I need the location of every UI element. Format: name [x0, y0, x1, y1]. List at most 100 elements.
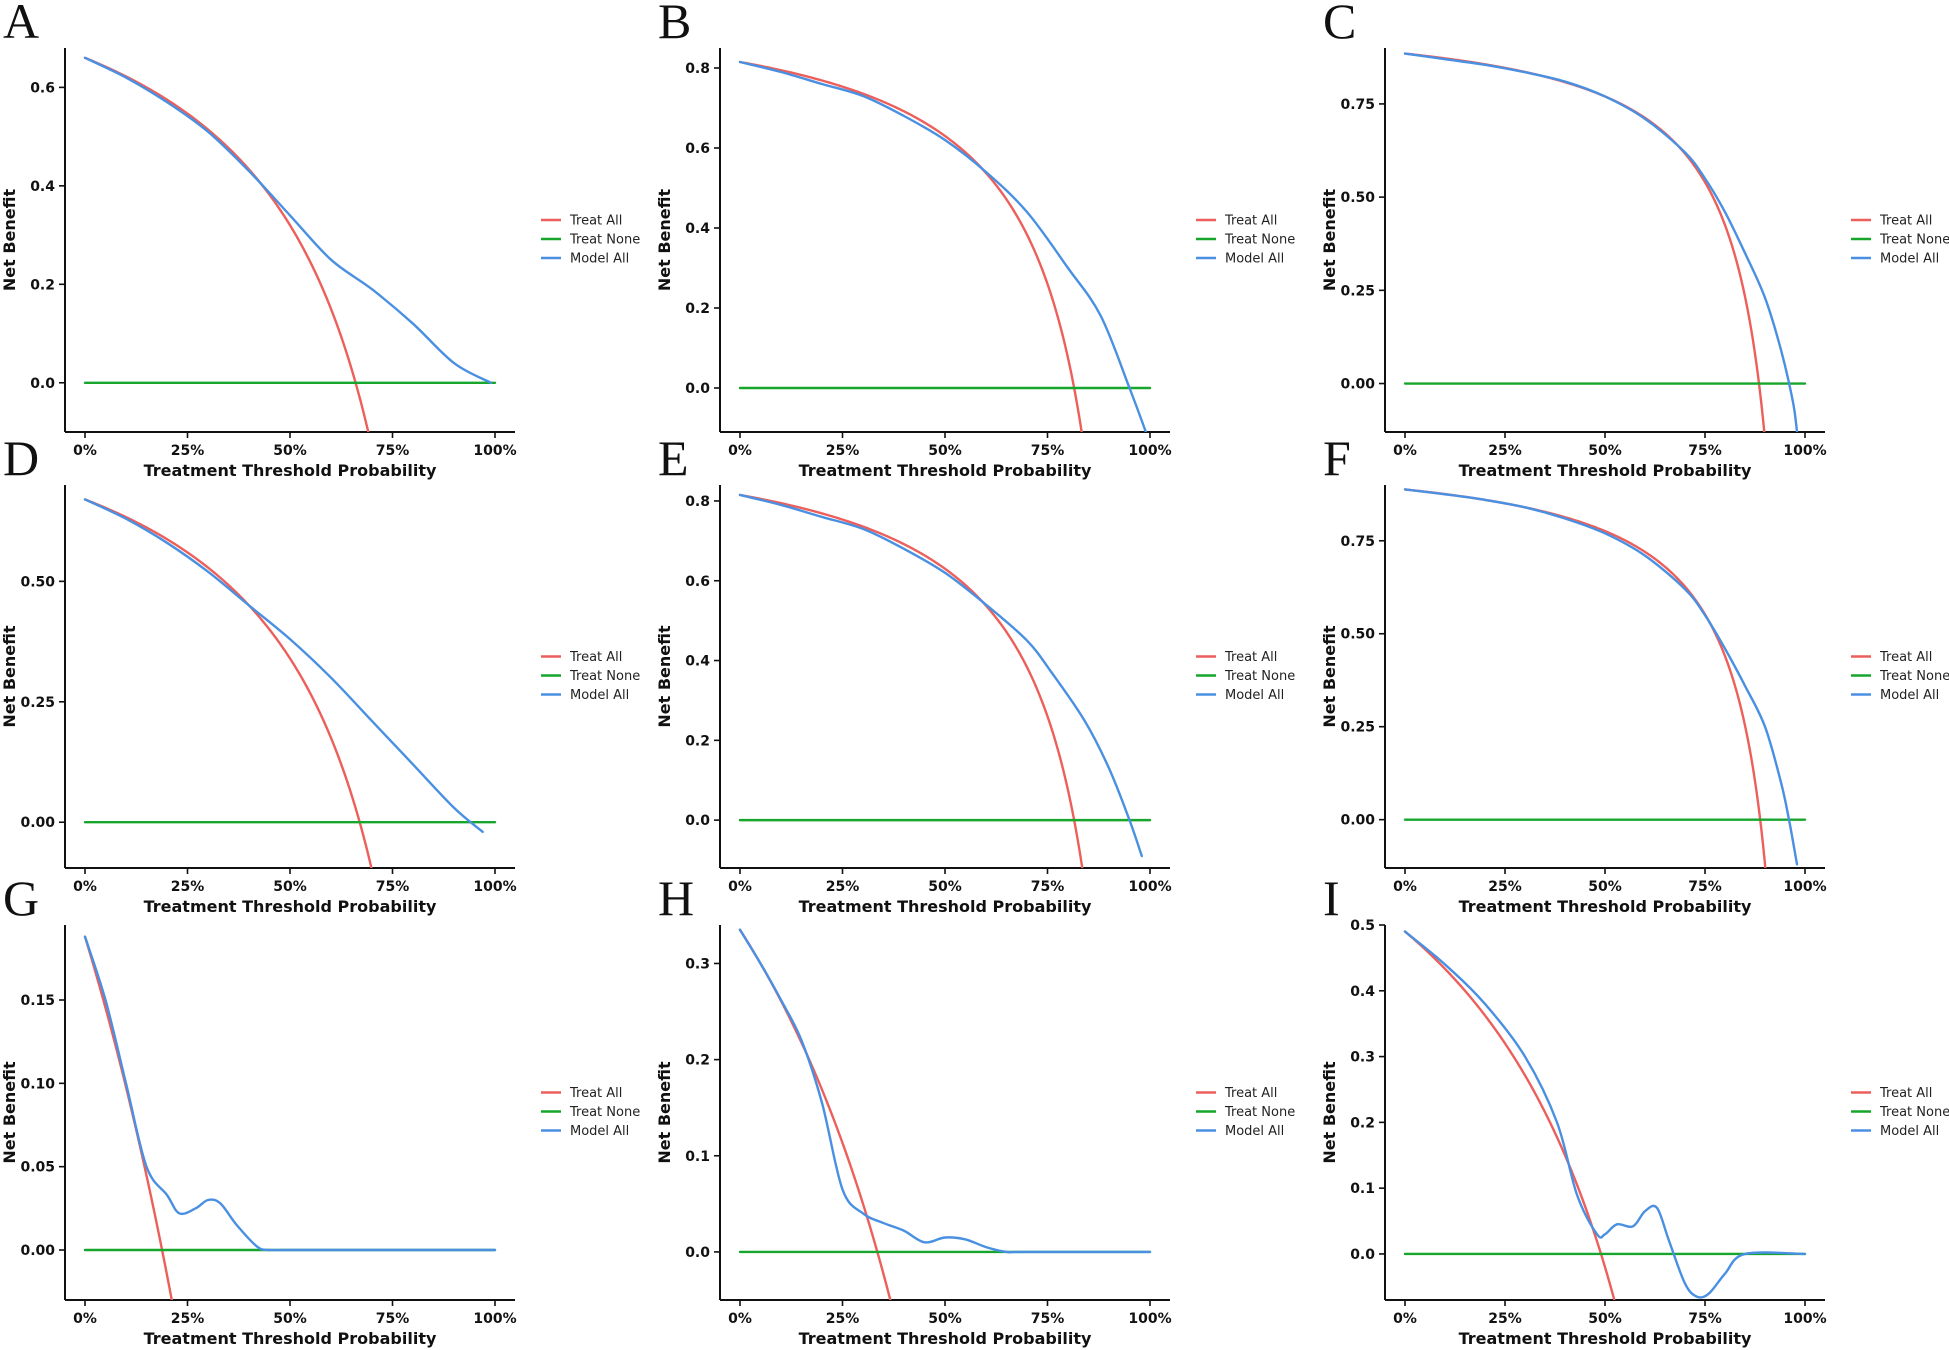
legend: Treat All Treat None Model All [1851, 650, 1949, 703]
y-tick-label: 0.4 [1350, 984, 1375, 1000]
x-axis-title: Treatment Threshold Probability [1459, 1329, 1752, 1348]
x-tick-label: 25% [826, 879, 860, 895]
y-tick-label: 0.25 [20, 695, 55, 711]
legend: Treat All Treat None Model All [1196, 650, 1295, 703]
treat-all-line [738, 928, 892, 1300]
y-tick-label: 0.8 [685, 494, 710, 510]
y-tick-label: 0.3 [1350, 1050, 1375, 1066]
y-tick-label: 0.25 [1340, 283, 1375, 299]
legend-label: Model All [1225, 252, 1284, 267]
panel-letter: G [3, 870, 39, 926]
panel-letter: I [1323, 870, 1340, 926]
y-tick-label: 0.2 [685, 301, 710, 317]
x-tick-label: 100% [1783, 879, 1826, 895]
panel-e: E 0% 25% 50% 75% 100% 0.0 0.2 0.4 0.6 0.8 Treatment… [655, 430, 1295, 916]
legend-label: Treat All [1224, 1086, 1277, 1101]
x-tick-label: 50% [928, 1311, 962, 1327]
model-all-line [738, 928, 1152, 1254]
y-tick-label: 0.0 [685, 1245, 710, 1261]
y-axis-title: Net Benefit [655, 625, 674, 728]
y-tick-label: 0.6 [685, 574, 710, 590]
y-tick-label: 0.00 [1340, 377, 1375, 393]
y-tick-label: 0.05 [20, 1160, 55, 1176]
treat-all-line [1403, 52, 1766, 432]
x-tick-label: 0% [1393, 1311, 1417, 1327]
model-all-line [1403, 52, 1799, 432]
panel-b: B 0% 25% 50% 75% 100% 0.0 0.2 0.4 0.6 0.8 Treatment… [655, 0, 1295, 480]
y-tick-label: 0.6 [30, 80, 55, 96]
legend-label: Model All [1880, 688, 1939, 703]
x-axis-title: Treatment Threshold Probability [144, 1329, 437, 1348]
model-all-line [83, 56, 493, 384]
y-tick-label: 0.50 [20, 574, 55, 590]
x-tick-label: 25% [826, 443, 860, 459]
x-tick-label: 100% [473, 443, 516, 459]
panel-i: I 0% 25% 50% 75% 100% 0.0 0.1 0.2 0.3 0.4 0.5 Treatm… [1320, 870, 1949, 1348]
panel-letter: D [3, 430, 39, 486]
x-axis-title: Treatment Threshold Probability [799, 461, 1092, 480]
treat-all-line [738, 60, 1083, 432]
x-tick-label: 75% [376, 879, 410, 895]
y-tick-label: 0.4 [685, 221, 710, 237]
x-tick-label: 75% [1031, 443, 1065, 459]
treat-all-line [83, 498, 373, 868]
x-tick-label: 50% [273, 879, 307, 895]
legend-label: Treat All [1879, 650, 1932, 665]
y-axis-title: Net Benefit [0, 189, 19, 292]
x-tick-label: 50% [928, 443, 962, 459]
treat-all-line [83, 935, 173, 1300]
y-tick-label: 0.4 [30, 179, 55, 195]
x-tick-label: 25% [171, 443, 205, 459]
y-tick-label: 0.00 [20, 1243, 55, 1259]
legend: Treat All Treat None Model All [1196, 214, 1295, 267]
y-tick-label: 0.2 [685, 733, 710, 749]
y-tick-label: 0.8 [685, 61, 710, 77]
model-all-line [738, 493, 1143, 858]
treat-all-line [1403, 930, 1616, 1300]
legend: Treat All Treat None Model All [541, 650, 640, 703]
x-tick-label: 0% [73, 443, 97, 459]
x-tick-label: 25% [1488, 443, 1522, 459]
x-tick-label: 0% [1393, 879, 1417, 895]
model-all-line [83, 935, 497, 1252]
x-tick-label: 0% [728, 443, 752, 459]
panel-a: A 0% 25% 50% 75% 100% 0.0 0.2 0.4 0.6 Treatment Th… [0, 0, 640, 480]
legend-label: Model All [1225, 688, 1284, 703]
panel-c: C 0% 25% 50% 75% 100% 0.00 0.25 0.50 0.75 Treatmen… [1320, 0, 1949, 480]
panel-letter: A [3, 0, 39, 49]
y-tick-label: 0.50 [1340, 190, 1375, 206]
legend-label: Treat All [569, 650, 622, 665]
x-tick-label: 50% [928, 879, 962, 895]
panel-g: G 0% 25% 50% 75% 100% 0.00 0.05 0.10 0.15 Treatmen… [0, 870, 640, 1348]
y-axis-title: Net Benefit [0, 625, 19, 728]
y-axis-title: Net Benefit [0, 1061, 19, 1164]
x-tick-label: 75% [1031, 879, 1065, 895]
legend: Treat All Treat None Model All [1851, 1086, 1949, 1139]
legend-label: Treat All [569, 1086, 622, 1101]
x-tick-label: 0% [1393, 443, 1417, 459]
x-tick-label: 75% [1688, 879, 1722, 895]
x-axis-title: Treatment Threshold Probability [144, 461, 437, 480]
y-tick-label: 0.3 [685, 956, 710, 972]
x-tick-label: 25% [171, 1311, 205, 1327]
x-tick-label: 100% [1783, 443, 1826, 459]
legend-label: Treat All [569, 214, 622, 229]
legend: Treat All Treat None Model All [541, 1086, 640, 1139]
panel-letter: H [658, 870, 694, 926]
y-tick-label: 0.25 [1340, 720, 1375, 736]
x-axis-title: Treatment Threshold Probability [144, 897, 437, 916]
legend-label: Model All [1880, 252, 1939, 267]
panel-h: H 0% 25% 50% 75% 100% 0.0 0.1 0.2 0.3 Treatment Th… [655, 870, 1295, 1348]
x-tick-label: 0% [73, 879, 97, 895]
x-tick-label: 75% [376, 1311, 410, 1327]
y-tick-label: 0.2 [30, 277, 55, 293]
y-tick-label: 0.00 [1340, 813, 1375, 829]
legend-label: Treat All [1224, 650, 1277, 665]
legend-label: Treat None [1224, 1105, 1295, 1120]
legend-label: Treat All [1224, 214, 1277, 229]
x-tick-label: 100% [473, 879, 516, 895]
y-axis-title: Net Benefit [1320, 625, 1339, 728]
panel-d: D 0% 25% 50% 75% 100% 0.00 0.25 0.50 Treatment Th… [0, 430, 640, 916]
y-tick-label: 0.0 [685, 813, 710, 829]
